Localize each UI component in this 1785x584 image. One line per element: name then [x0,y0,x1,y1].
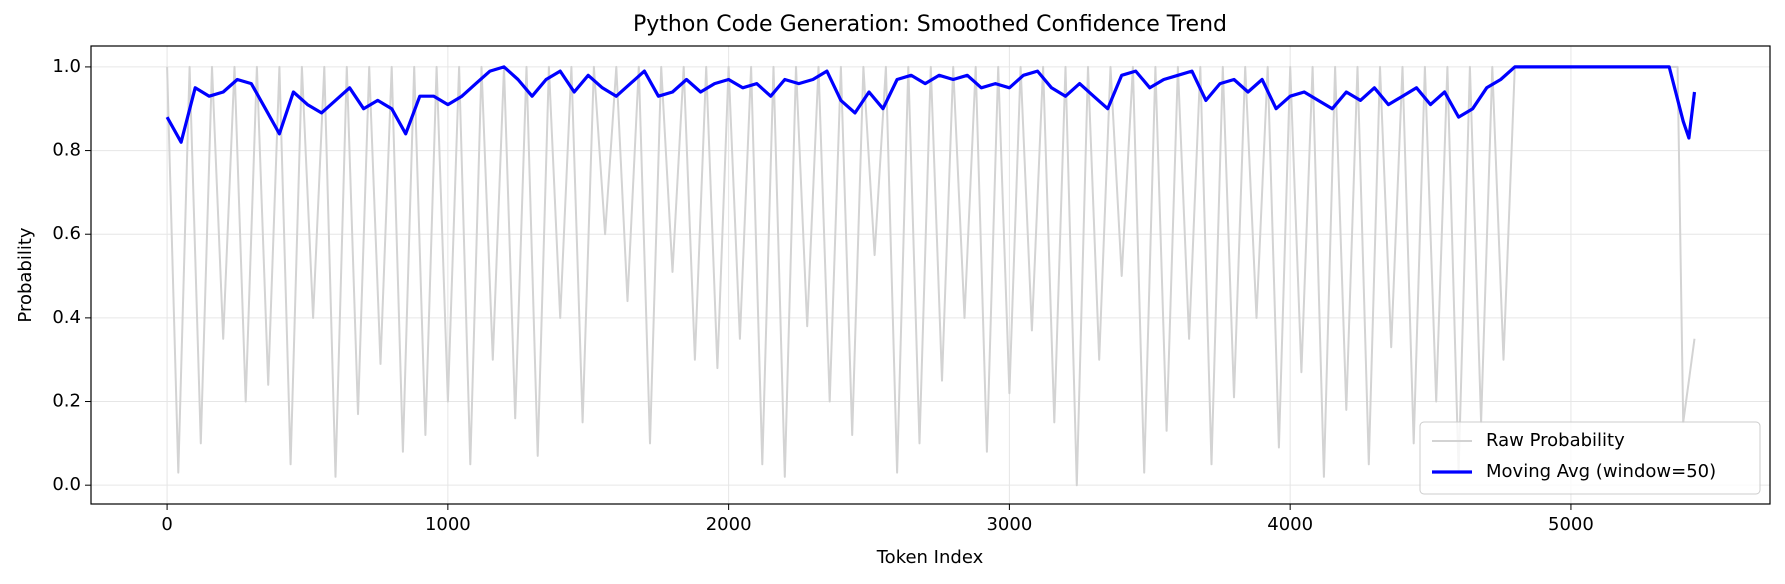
legend-label: Moving Avg (window=50) [1486,461,1716,482]
y-axis-label: Probability [15,227,36,322]
x-tick-label: 3000 [986,514,1032,535]
x-tick-label: 5000 [1548,514,1594,535]
line-series [166,65,1696,487]
x-tick-label: 2000 [706,514,752,535]
line-series [165,65,1697,144]
x-axis-label: Token Index [876,547,984,568]
y-tick-label: 0.8 [52,140,81,161]
x-tick-label: 0 [161,514,172,535]
plot-frame [90,45,1771,505]
y-tick-label: 0.6 [52,223,81,244]
legend-box [1419,421,1761,495]
x-tick-label: 1000 [425,514,471,535]
y-tick-label: 0.2 [52,391,81,412]
y-tick-label: 1.0 [52,56,81,77]
x-tick-label: 4000 [1267,514,1313,535]
legend-label: Raw Probability [1486,430,1625,451]
y-tick-label: 0.0 [52,474,81,495]
chart-title: Python Code Generation: Smoothed Confide… [633,12,1227,37]
y-tick-label: 0.4 [52,307,81,328]
